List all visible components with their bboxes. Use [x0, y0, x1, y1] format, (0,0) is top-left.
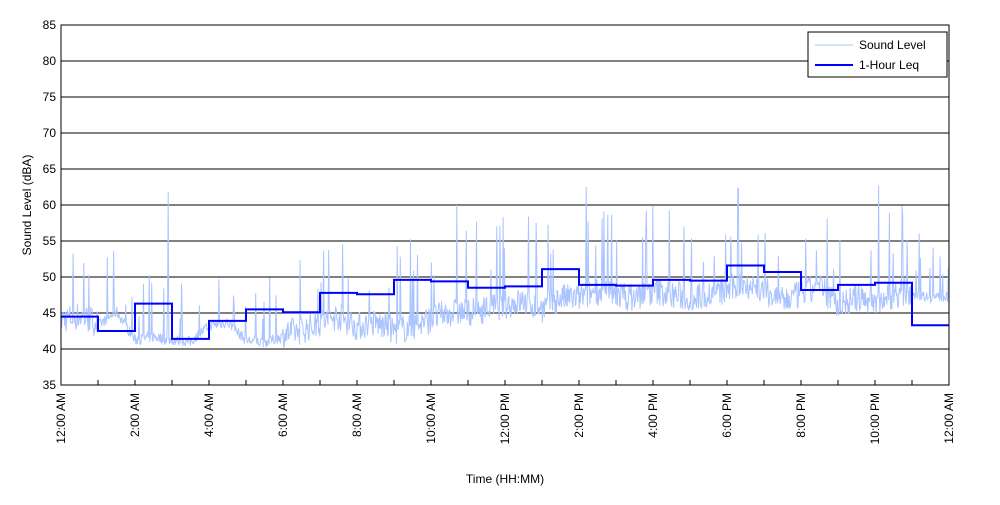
- legend-box: [807, 31, 948, 78]
- y-tick-label: 75: [43, 90, 57, 104]
- x-tick-label: 12:00 AM: [942, 393, 956, 444]
- x-tick-label: 2:00 AM: [128, 393, 142, 437]
- y-tick-label: 60: [43, 198, 57, 212]
- y-tick-label: 70: [43, 126, 57, 140]
- x-tick-label: 12:00 PM: [498, 393, 512, 444]
- sound-level-line: [60, 185, 950, 348]
- x-tick-label: 4:00 AM: [202, 393, 216, 437]
- legend: Sound Level 1-Hour Leq: [807, 31, 948, 78]
- x-tick-label: 4:00 PM: [646, 393, 660, 438]
- x-axis-ticks: 12:00 AM 2:00 AM 4:00 AM 6:00 AM 8:00 AM 10:0…: [54, 380, 956, 444]
- x-tick-label: 8:00 AM: [350, 393, 364, 437]
- y-tick-label: 40: [43, 342, 57, 356]
- grid-lines: [61, 60, 949, 350]
- x-tick-label: 8:00 PM: [794, 393, 808, 438]
- x-tick-label: 10:00 PM: [868, 393, 882, 444]
- x-tick-label: 12:00 AM: [54, 393, 68, 444]
- x-tick-label: 2:00 PM: [572, 393, 586, 438]
- x-tick-label: 6:00 AM: [276, 393, 290, 437]
- legend-label-leq: 1-Hour Leq: [859, 58, 919, 72]
- y-axis-ticks: 35 40 45 50 55 60 65 70 75 80 85: [43, 18, 57, 392]
- y-tick-label: 55: [43, 234, 57, 248]
- x-axis-label: Time (HH:MM): [466, 472, 544, 486]
- legend-label-sound-level: Sound Level: [859, 38, 926, 52]
- series-layer: [60, 185, 950, 348]
- x-tick-label: 10:00 AM: [424, 393, 438, 444]
- y-tick-label: 85: [43, 18, 57, 32]
- leq-step-line: [61, 264, 949, 340]
- y-tick-label: 45: [43, 306, 57, 320]
- y-tick-label: 35: [43, 378, 57, 392]
- x-tick-label: 6:00 PM: [720, 393, 734, 438]
- plot-frame: [60, 24, 950, 386]
- y-axis-label: Sound Level (dBA): [20, 155, 34, 256]
- y-tick-label: 80: [43, 54, 57, 68]
- y-tick-label: 65: [43, 162, 57, 176]
- y-tick-label: 50: [43, 270, 57, 284]
